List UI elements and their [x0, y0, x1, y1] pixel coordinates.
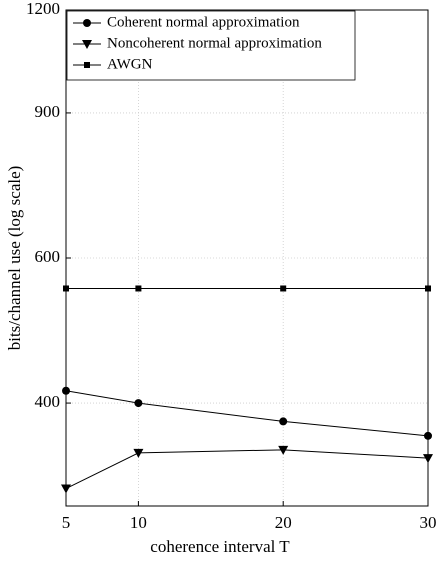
- data-point: [279, 417, 288, 426]
- legend: Coherent normal approximation Noncoherent…: [66, 10, 356, 81]
- legend-label: Noncoherent normal approximation: [107, 35, 322, 51]
- x-axis-label: coherence interval T: [150, 537, 290, 556]
- data-point: [134, 399, 143, 408]
- y-axis-label: bits/channel use (log scale): [5, 166, 24, 351]
- legend-marker: [83, 19, 91, 27]
- data-point: [425, 285, 431, 292]
- y-tick-label: 900: [35, 102, 61, 121]
- plot-frame: [65, 9, 429, 507]
- y-tick-label: 600: [35, 247, 61, 266]
- data-point: [423, 454, 433, 464]
- data-point: [62, 386, 70, 395]
- legend-label: Coherent normal approximation: [107, 14, 300, 30]
- legend-label: AWGN: [107, 56, 153, 72]
- x-tick-label: 5: [62, 513, 71, 532]
- data-point: [63, 285, 69, 292]
- data-point: [278, 445, 289, 455]
- data-point: [61, 484, 71, 494]
- series-line: [65, 390, 429, 437]
- x-tick-label: 30: [420, 513, 437, 532]
- data-point: [133, 448, 144, 458]
- data-point: [280, 285, 287, 292]
- legend-marker: [84, 62, 90, 68]
- data-point: [135, 285, 142, 292]
- x-tick-label: 20: [275, 513, 292, 532]
- x-tick-label: 10: [130, 513, 147, 532]
- legend-marker: [82, 40, 92, 49]
- y-tick-label: 1200: [26, 0, 60, 18]
- y-tick-label: 400: [35, 392, 61, 411]
- series-line: [65, 449, 429, 489]
- data-point: [424, 431, 432, 440]
- legend-box: [66, 10, 356, 81]
